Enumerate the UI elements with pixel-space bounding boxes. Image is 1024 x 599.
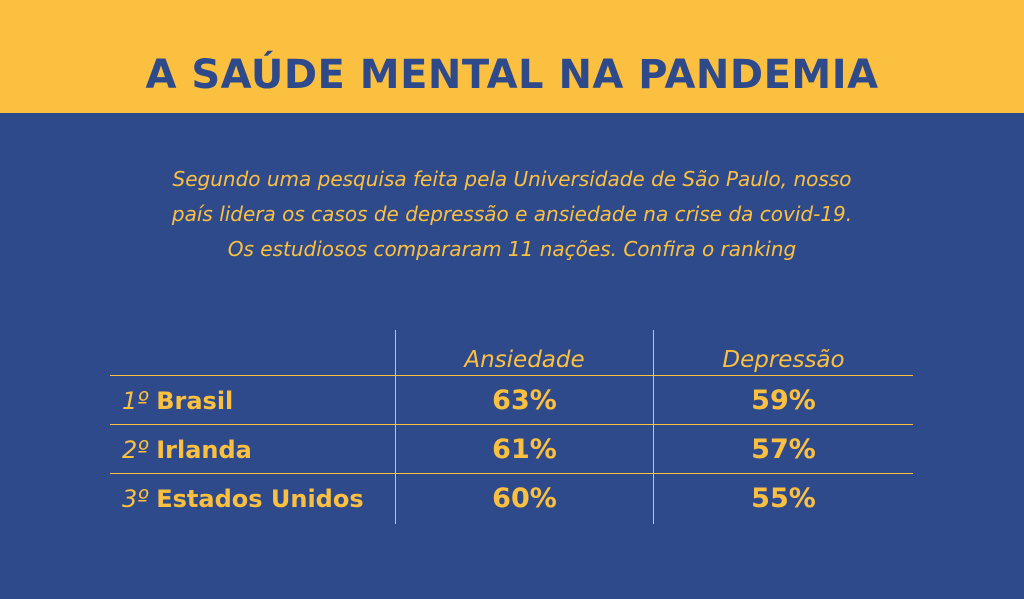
rank-label: 2º [122, 436, 149, 464]
row-divider-2 [110, 424, 913, 425]
row-divider-3 [110, 473, 913, 474]
column-divider-2 [653, 330, 654, 524]
country-cell: 1º Brasil [122, 377, 233, 425]
country-name: Irlanda [156, 436, 252, 464]
column-divider-1 [395, 330, 396, 524]
rank-label: 3º [122, 485, 149, 513]
table-row: 2º Irlanda 61% 57% [110, 426, 913, 474]
table-row: 1º Brasil 63% 59% [110, 377, 913, 425]
ansiedade-value: 61% [492, 434, 557, 465]
rank-label: 1º [122, 387, 149, 415]
country-cell: 2º Irlanda [122, 426, 252, 474]
intro-line-1: Segundo uma pesquisa feita pela Universi… [172, 167, 852, 191]
column-header-depressao: Depressão [722, 347, 845, 373]
ranking-table: Ansiedade Depressão 1º Brasil 63% 59% 2º… [110, 330, 913, 524]
row-divider-1 [110, 375, 913, 376]
ansiedade-value: 60% [492, 483, 557, 514]
depressao-value: 59% [751, 385, 816, 416]
intro-line-2: país lidera os casos de depressão e ansi… [171, 202, 853, 226]
ansiedade-value: 63% [492, 385, 557, 416]
depressao-value: 57% [751, 434, 816, 465]
country-name: Brasil [156, 387, 234, 415]
intro-text: Segundo uma pesquisa feita pela Universi… [80, 162, 944, 267]
intro-line-3: Os estudiosos compararam 11 nações. Conf… [227, 237, 797, 261]
country-name: Estados Unidos [156, 485, 364, 513]
title-banner: A SAÚDE MENTAL NA PANDEMIA [0, 0, 1024, 113]
table-row: 3º Estados Unidos 60% 55% [110, 475, 913, 523]
depressao-value: 55% [751, 483, 816, 514]
column-header-ansiedade: Ansiedade [464, 347, 585, 373]
page-title: A SAÚDE MENTAL NA PANDEMIA [145, 52, 879, 98]
country-cell: 3º Estados Unidos [122, 475, 364, 523]
